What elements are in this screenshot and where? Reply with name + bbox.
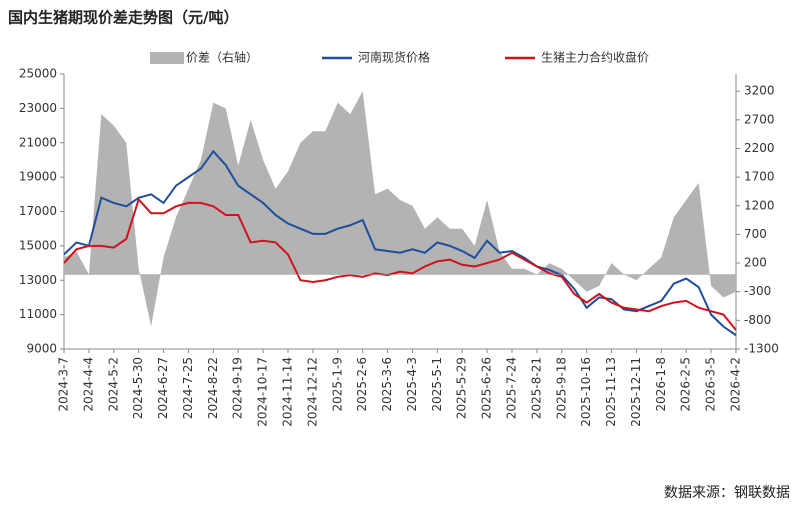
y2-tick-label: 200 [744,256,767,270]
x-tick-label: 2025-5-1 [430,357,444,411]
y2-tick-label: 700 [744,227,767,241]
x-tick-label: 2026-2-5 [679,357,693,411]
x-tick-label: 2024-11-14 [281,357,295,427]
x-tick-label: 2024-4-4 [81,357,95,411]
x-tick-label: 2026-3-5 [704,357,718,411]
source-note: 数据来源：钢联数据 [664,485,790,501]
x-tick-label: 2024-3-7 [57,357,71,411]
legend-label: 河南现货价格 [358,50,430,65]
y-tick-label: 15000 [19,238,57,252]
x-tick-label: 2024-12-12 [305,357,319,427]
x-tick-label: 2025-1-9 [330,357,344,411]
x-tick-label: 2025-9-18 [554,357,568,419]
legend-label: 生猪主力合约收盘价 [541,50,649,65]
x-tick-label: 2025-3-6 [380,357,394,411]
y-tick-label: 21000 [19,135,57,149]
y2-tick-label: 2200 [744,141,775,155]
x-tick-label: 2024-5-30 [131,357,145,419]
x-tick-label: 2025-5-29 [455,357,469,419]
chart-title: 国内生猪期现价差走势图（元/吨） [8,9,238,27]
x-tick-label: 2025-2-6 [355,357,369,411]
x-tick-label: 2025-8-21 [529,357,543,419]
x-tick-label: 2025-4-3 [405,357,419,411]
y2-tick-label: -300 [744,284,771,298]
spread-area [64,91,736,327]
x-tick-label: 2024-9-19 [231,357,245,419]
x-tick-label: 2024-10-17 [256,357,270,427]
y2-tick-label: -1300 [744,342,779,356]
x-tick-label: 2026-4-2 [729,357,743,411]
y-tick-label: 19000 [19,170,57,184]
x-tick-label: 2024-8-22 [206,357,220,419]
legend-swatch [150,52,184,64]
y2-tick-label: 1700 [744,170,775,184]
y2-tick-label: -800 [744,313,771,327]
y2-tick-label: 3200 [744,84,775,98]
x-tick-label: 2025-7-24 [505,357,519,419]
x-tick-label: 2025-10-16 [579,357,593,427]
y-tick-label: 23000 [19,101,57,115]
legend-label: 价差（右轴） [186,50,258,65]
x-tick-label: 2025-12-11 [629,357,643,427]
y-tick-label: 17000 [19,204,57,218]
x-tick-label: 2026-1-8 [654,357,668,411]
x-tick-label: 2024-6-27 [156,357,170,419]
y-tick-label: 11000 [19,307,57,321]
series-line [63,149,737,337]
series-line [63,197,737,331]
x-tick-label: 2024-7-25 [181,357,195,419]
x-tick-label: 2025-11-13 [604,357,618,427]
y2-tick-label: 1200 [744,198,775,212]
y-tick-label: 9000 [26,342,57,356]
y2-tick-label: 2700 [744,112,775,126]
y-tick-label: 25000 [19,67,57,81]
y-tick-label: 13000 [19,273,57,287]
x-tick-label: 2024-5-2 [106,357,120,411]
x-tick-label: 2025-6-26 [480,357,494,419]
